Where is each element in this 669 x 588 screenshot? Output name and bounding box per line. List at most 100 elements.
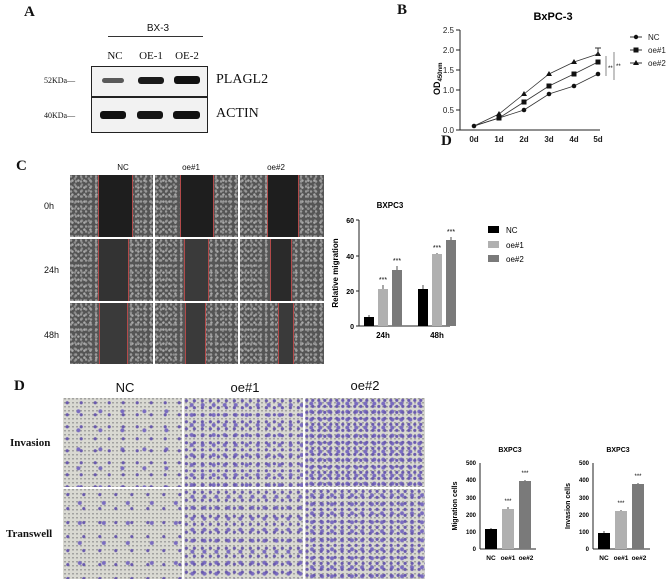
significance-mark: ***	[521, 471, 529, 477]
svg-text:60: 60	[346, 218, 354, 225]
column-label: NC	[115, 380, 135, 395]
significance-mark: **	[616, 64, 621, 70]
svg-text:0.5: 0.5	[443, 106, 455, 115]
panel-d-stray-label: D	[441, 133, 452, 149]
svg-text:2d: 2d	[519, 135, 528, 144]
svg-text:100: 100	[579, 530, 590, 536]
svg-text:300: 300	[466, 496, 477, 502]
significance-mark: **	[608, 66, 613, 72]
svg-text:500: 500	[466, 461, 477, 467]
svg-text:0: 0	[350, 324, 354, 331]
svg-text:400: 400	[579, 478, 590, 484]
significance-mark: ***	[379, 277, 387, 284]
invasion-cells-chart: BXPC3 0 100 200 300 400 500 Invasion cel…	[565, 447, 650, 562]
svg-text:oe#1: oe#1	[614, 555, 629, 562]
marker-label: 52KDa—	[44, 76, 76, 85]
series-oe1	[473, 61, 599, 127]
svg-text:oe#1: oe#1	[506, 241, 524, 250]
svg-text:300: 300	[579, 496, 590, 502]
wound-image	[70, 239, 153, 301]
panel-d-label: D	[14, 378, 25, 394]
chart-legend: NC oe#1 oe#2	[630, 33, 666, 68]
svg-text:1d: 1d	[494, 135, 503, 144]
migration-bar-chart: BXPC3 0 20 40 60 Relative migration *** …	[331, 201, 524, 340]
chart-title: BxPC-3	[533, 11, 572, 23]
svg-text:1.5: 1.5	[443, 66, 455, 75]
wound-image	[70, 303, 153, 364]
series-oe2	[473, 53, 599, 127]
transwell-image-grid	[63, 398, 425, 579]
svg-text:NC: NC	[599, 555, 609, 562]
migration-cells-chart: BXPC3 0 100 200 300 400 500 Migration ce…	[452, 447, 536, 562]
wound-image	[240, 303, 324, 364]
panel-c-label: C	[16, 158, 27, 174]
transwell-image	[184, 398, 303, 487]
svg-text:48h: 48h	[430, 331, 444, 340]
row-label: Invasion	[10, 437, 51, 449]
chart-title: BXPC3	[377, 201, 404, 210]
wound-image-grid	[70, 175, 324, 364]
wound-image	[70, 175, 153, 237]
chart-title: BXPC3	[606, 447, 629, 454]
svg-text:NC: NC	[486, 555, 496, 562]
transwell-image	[63, 398, 182, 487]
cell-line-label: BX-3	[146, 23, 170, 34]
y-axis-label: Relative migration	[331, 238, 340, 307]
wound-image	[155, 303, 238, 364]
svg-text:500: 500	[579, 461, 590, 467]
svg-text:20: 20	[346, 289, 354, 296]
column-label: oe#1	[230, 380, 260, 395]
lane-label: NC	[107, 50, 123, 62]
svg-text:oe#1: oe#1	[501, 555, 516, 562]
svg-text:oe#1: oe#1	[648, 46, 666, 55]
lane-label: OE-1	[139, 50, 163, 62]
transwell-image	[184, 489, 303, 579]
svg-text:2.0: 2.0	[443, 46, 455, 55]
chart-legend: NC oe#1 oe#2	[488, 226, 524, 264]
svg-text:oe#2: oe#2	[632, 555, 647, 562]
panel-b-label: B	[397, 2, 408, 18]
svg-text:NC: NC	[506, 226, 518, 235]
svg-text:200: 200	[579, 513, 590, 519]
chart-title: BXPC3	[498, 447, 521, 454]
protein-label: PLAGL2	[216, 72, 269, 87]
protein-label: ACTIN	[216, 106, 259, 121]
svg-text:200: 200	[466, 513, 477, 519]
column-label: NC	[117, 163, 129, 172]
significance-mark: ***	[393, 258, 401, 265]
column-label: oe#1	[182, 163, 200, 172]
svg-text:400: 400	[466, 478, 477, 484]
svg-text:oe#2: oe#2	[648, 59, 666, 68]
svg-text:0d: 0d	[469, 135, 478, 144]
growth-curve-chart: BxPC-3 0.0 0.5 1.0 1.5 2.0 2.5 0d 1d 2d …	[432, 11, 666, 144]
svg-text:NC: NC	[648, 33, 660, 42]
svg-text:5d: 5d	[593, 135, 602, 144]
svg-text:oe#2: oe#2	[506, 255, 524, 264]
svg-text:0.0: 0.0	[443, 126, 455, 135]
svg-text:oe#2: oe#2	[519, 555, 534, 562]
wound-image	[155, 175, 238, 237]
svg-text:24h: 24h	[376, 331, 390, 340]
significance-mark: ***	[504, 499, 512, 505]
y-axis-label: Invasion cells	[565, 483, 572, 529]
row-label: 24h	[44, 265, 60, 275]
significance-mark: ***	[634, 474, 642, 480]
blot-actin	[91, 97, 208, 133]
marker-label: 40KDa—	[44, 111, 76, 120]
svg-text:2.5: 2.5	[443, 26, 455, 35]
column-label: oe#2	[350, 378, 380, 393]
significance-mark: ***	[617, 501, 625, 507]
row-label: Transwell	[6, 528, 53, 540]
row-label: 48h	[44, 330, 60, 340]
svg-text:3d: 3d	[544, 135, 553, 144]
wound-image	[155, 239, 238, 301]
cell-line-bracket	[108, 36, 203, 37]
row-label: 0h	[44, 201, 55, 211]
panel-a-label: A	[24, 4, 35, 20]
wound-image	[240, 175, 324, 237]
svg-text:1.0: 1.0	[443, 86, 455, 95]
wound-image	[240, 239, 324, 301]
blot-plagl2	[91, 66, 208, 97]
significance-mark: ***	[433, 245, 441, 252]
y-axis-label: Migration cells	[452, 481, 459, 530]
